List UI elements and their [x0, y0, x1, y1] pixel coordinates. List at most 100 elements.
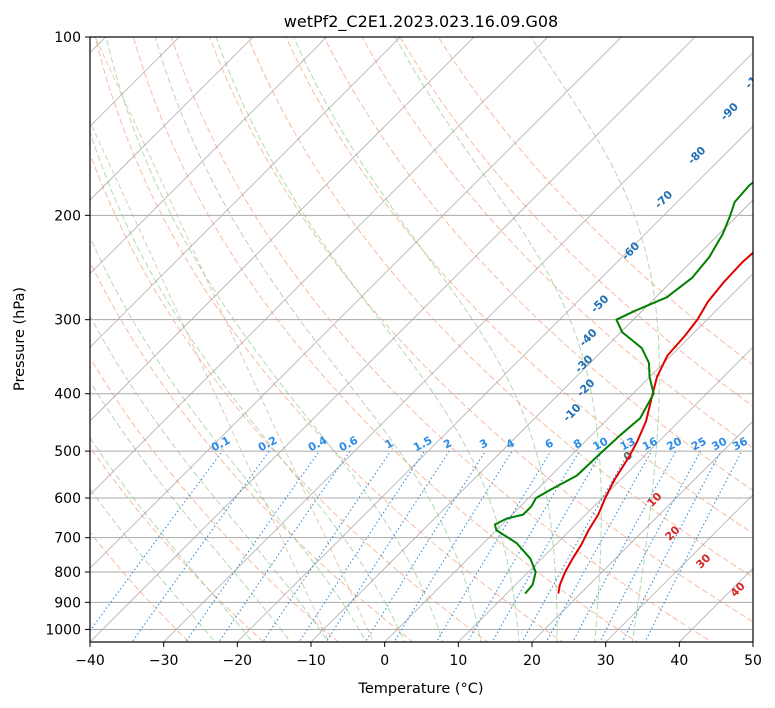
- dry-adiabat: [247, 37, 753, 578]
- moist-adiabat: [154, 37, 482, 642]
- moist-adiabat: [90, 235, 367, 642]
- theta-label: -40: [577, 326, 600, 349]
- moist-adiabat: [293, 37, 558, 642]
- theta-label: -100: [742, 63, 771, 92]
- mixing-ratio-line: [435, 450, 552, 642]
- theta-e-lines: [90, 37, 375, 642]
- mixing-ratio-label: 16: [640, 435, 660, 454]
- mixing-ratio-lines: [90, 450, 743, 642]
- sounding-profiles: [493, 181, 753, 595]
- y-axis-label: Pressure (hPa): [12, 287, 28, 391]
- mixing-ratio-line: [491, 450, 603, 642]
- isobar-gridlines: [90, 37, 753, 630]
- mixing-ratio-line: [466, 450, 580, 642]
- x-tick-label: 30: [597, 653, 615, 669]
- dry-adiabat: [90, 356, 340, 642]
- moist-adiabat: [215, 37, 520, 642]
- mixing-ratio-line: [218, 450, 351, 642]
- x-tick-label: 20: [523, 653, 541, 669]
- mixing-ratio-line: [298, 450, 425, 642]
- dry-adiabats: [90, 37, 753, 642]
- theta-label: -30: [572, 352, 595, 375]
- y-tick-label: 200: [54, 208, 81, 224]
- isotherm: [0, 10, 59, 654]
- dry-adiabat: [90, 446, 265, 642]
- theta-label: -50: [588, 292, 611, 315]
- moist-adiabat: [90, 380, 291, 642]
- moist-adiabat: [90, 315, 329, 642]
- mixing-ratio-line: [131, 450, 270, 642]
- isotherm: [605, 494, 753, 642]
- y-tick-label: 800: [54, 565, 81, 581]
- x-axis-ticks: −40 −30 −20 −10 0 10 20 30 40 50: [75, 642, 762, 669]
- chart-title: wetPf2_C2E1.2023.023.16.09.G08: [284, 12, 558, 32]
- isotherm: [90, 37, 180, 127]
- isotherm: [163, 52, 753, 642]
- moist-adiabat: [90, 488, 216, 642]
- mixing-ratio-label: 10: [591, 435, 611, 454]
- y-tick-label: 900: [54, 595, 81, 611]
- isotherm: [678, 567, 753, 642]
- mixing-ratio-line: [393, 450, 513, 642]
- theta-label: -20: [574, 376, 597, 399]
- y-tick-label: 600: [54, 491, 81, 507]
- mixing-ratio-label: 3: [477, 436, 490, 451]
- mixing-ratio-label: 36: [730, 435, 750, 454]
- x-tick-label: −20: [223, 653, 253, 669]
- moist-adiabats: [90, 37, 660, 642]
- isotherm-lines: [0, 10, 753, 654]
- y-tick-label: 700: [54, 531, 81, 547]
- dry-adiabat: [399, 37, 753, 407]
- x-tick-label: 10: [449, 653, 467, 669]
- mixing-ratio-label: 30: [710, 435, 730, 454]
- plot-frame: [89, 36, 754, 643]
- y-tick-label: 100: [54, 30, 81, 46]
- theta-label: -90: [718, 100, 741, 123]
- x-tick-label: −30: [149, 653, 179, 669]
- x-tick-label: 40: [670, 653, 688, 669]
- dry-adiabat: [132, 37, 638, 642]
- isotherm: [384, 273, 753, 642]
- dry-adiabat: [90, 260, 414, 642]
- mixing-ratio-line: [644, 450, 743, 642]
- line-labels: 0.1 0.2 0.4 0.6 1 1.5 2 3 4 6 8 10 13 16 20 25 30 36-100-…: [209, 63, 771, 600]
- isotherm: [752, 641, 753, 642]
- isotherm: [90, 37, 622, 569]
- theta-label: 20: [663, 523, 683, 543]
- theta-label: -80: [685, 144, 708, 167]
- theta-label: -60: [619, 239, 642, 262]
- dry-adiabat: [90, 531, 190, 642]
- dry-adiabat: [170, 37, 713, 642]
- isotherm: [90, 37, 254, 201]
- y-tick-label: 1000: [45, 622, 81, 638]
- x-tick-label: 50: [744, 653, 762, 669]
- temperature-profile: [557, 251, 753, 594]
- dry-adiabat: [437, 37, 753, 366]
- dewpoint-profile: [493, 181, 753, 595]
- plot-area: 0.1 0.2 0.4 0.6 1 1.5 2 3 4 6 8 10 13 16 20 25 30 36-100-…: [0, 10, 771, 654]
- isotherm: [457, 346, 753, 642]
- isotherm: [90, 37, 475, 422]
- theta-label: 10: [645, 490, 665, 510]
- mixing-ratio-line: [185, 450, 320, 642]
- dry-adiabat: [285, 37, 753, 535]
- y-axis-ticks: 100 200 300 400 500 600 700 800 900 1000: [45, 30, 90, 638]
- x-tick-label: −10: [296, 653, 326, 669]
- mixing-ratio-label: 4: [504, 436, 517, 451]
- y-tick-label: 500: [54, 444, 81, 460]
- mixing-ratio-line: [545, 450, 653, 642]
- mixing-ratio-line: [262, 450, 392, 642]
- theta-e-line: [90, 120, 330, 642]
- isotherm: [90, 37, 328, 275]
- moist-adiabat: [90, 130, 406, 642]
- theta-label: 30: [693, 551, 713, 571]
- x-tick-label: −40: [75, 653, 105, 669]
- isotherm: [90, 37, 696, 642]
- theta-label: 40: [728, 579, 748, 599]
- y-tick-label: 400: [54, 387, 81, 403]
- isotherm: [531, 420, 753, 642]
- mixing-ratio-label: 20: [664, 435, 684, 454]
- mixing-ratio-label: 25: [689, 435, 709, 454]
- dry-adiabat: [209, 37, 753, 623]
